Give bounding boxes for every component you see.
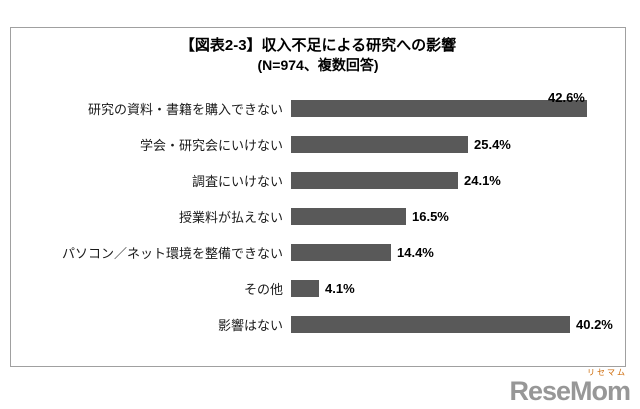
bar [291, 99, 587, 117]
value-label: 4.1% [325, 280, 355, 296]
bar-track: 42.6% [291, 90, 625, 126]
bar [291, 279, 319, 297]
chart-frame: 【図表2-3】収入不足による研究への影響 (N=974、複数回答) 研究の資料・… [10, 27, 626, 367]
value-label: 14.4% [397, 244, 434, 260]
bar [291, 243, 391, 261]
bar-track: 40.2% [291, 306, 625, 342]
bar-track: 14.4% [291, 234, 625, 270]
resemom-logo: リセマム ReseMom [509, 368, 631, 406]
bar-row: 授業料が払えない 16.5% [11, 198, 625, 234]
bar-row: パソコン／ネット環境を整備できない 14.4% [11, 234, 625, 270]
value-label: 40.2% [576, 316, 613, 332]
bar [291, 207, 406, 225]
bar-row: 研究の資料・書籍を購入できない 42.6% [11, 90, 625, 126]
value-label: 25.4% [474, 136, 511, 152]
category-label: 影響はない [217, 317, 283, 333]
bar [291, 171, 458, 189]
bar-row: 影響はない 40.2% [11, 306, 625, 342]
chart-title-line2: (N=974、複数回答) [257, 57, 379, 73]
resemom-logo-katakana: リセマム [587, 368, 627, 377]
bar-row: 学会・研究会にいけない 25.4% [11, 126, 625, 162]
value-label: 16.5% [412, 208, 449, 224]
category-label: 調査にいけない [191, 173, 283, 189]
category-label: 学会・研究会にいけない [139, 137, 283, 153]
bar [291, 135, 468, 153]
chart-title-line1: 【図表2-3】収入不足による研究への影響 [179, 37, 457, 54]
bar-track: 16.5% [291, 198, 625, 234]
category-label: パソコン／ネット環境を整備できない [61, 245, 283, 261]
category-label: その他 [243, 281, 283, 297]
category-label: 研究の資料・書籍を購入できない [87, 101, 283, 117]
value-label: 42.6% [548, 90, 585, 105]
chart-title: 【図表2-3】収入不足による研究への影響 (N=974、複数回答) [11, 28, 625, 75]
resemom-logo-wordmark: ReseMom [509, 376, 631, 406]
category-label: 授業料が払えない [178, 209, 283, 225]
bar-track: 4.1% [291, 270, 625, 306]
bar-row: その他 4.1% [11, 270, 625, 306]
bar-track: 25.4% [291, 126, 625, 162]
bar-rows: 研究の資料・書籍を購入できない 42.6% 学会・研究会にいけない 25.4% … [11, 90, 625, 342]
value-label: 24.1% [464, 172, 501, 188]
bar-track: 24.1% [291, 162, 625, 198]
bar [291, 315, 570, 333]
bar-row: 調査にいけない 24.1% [11, 162, 625, 198]
